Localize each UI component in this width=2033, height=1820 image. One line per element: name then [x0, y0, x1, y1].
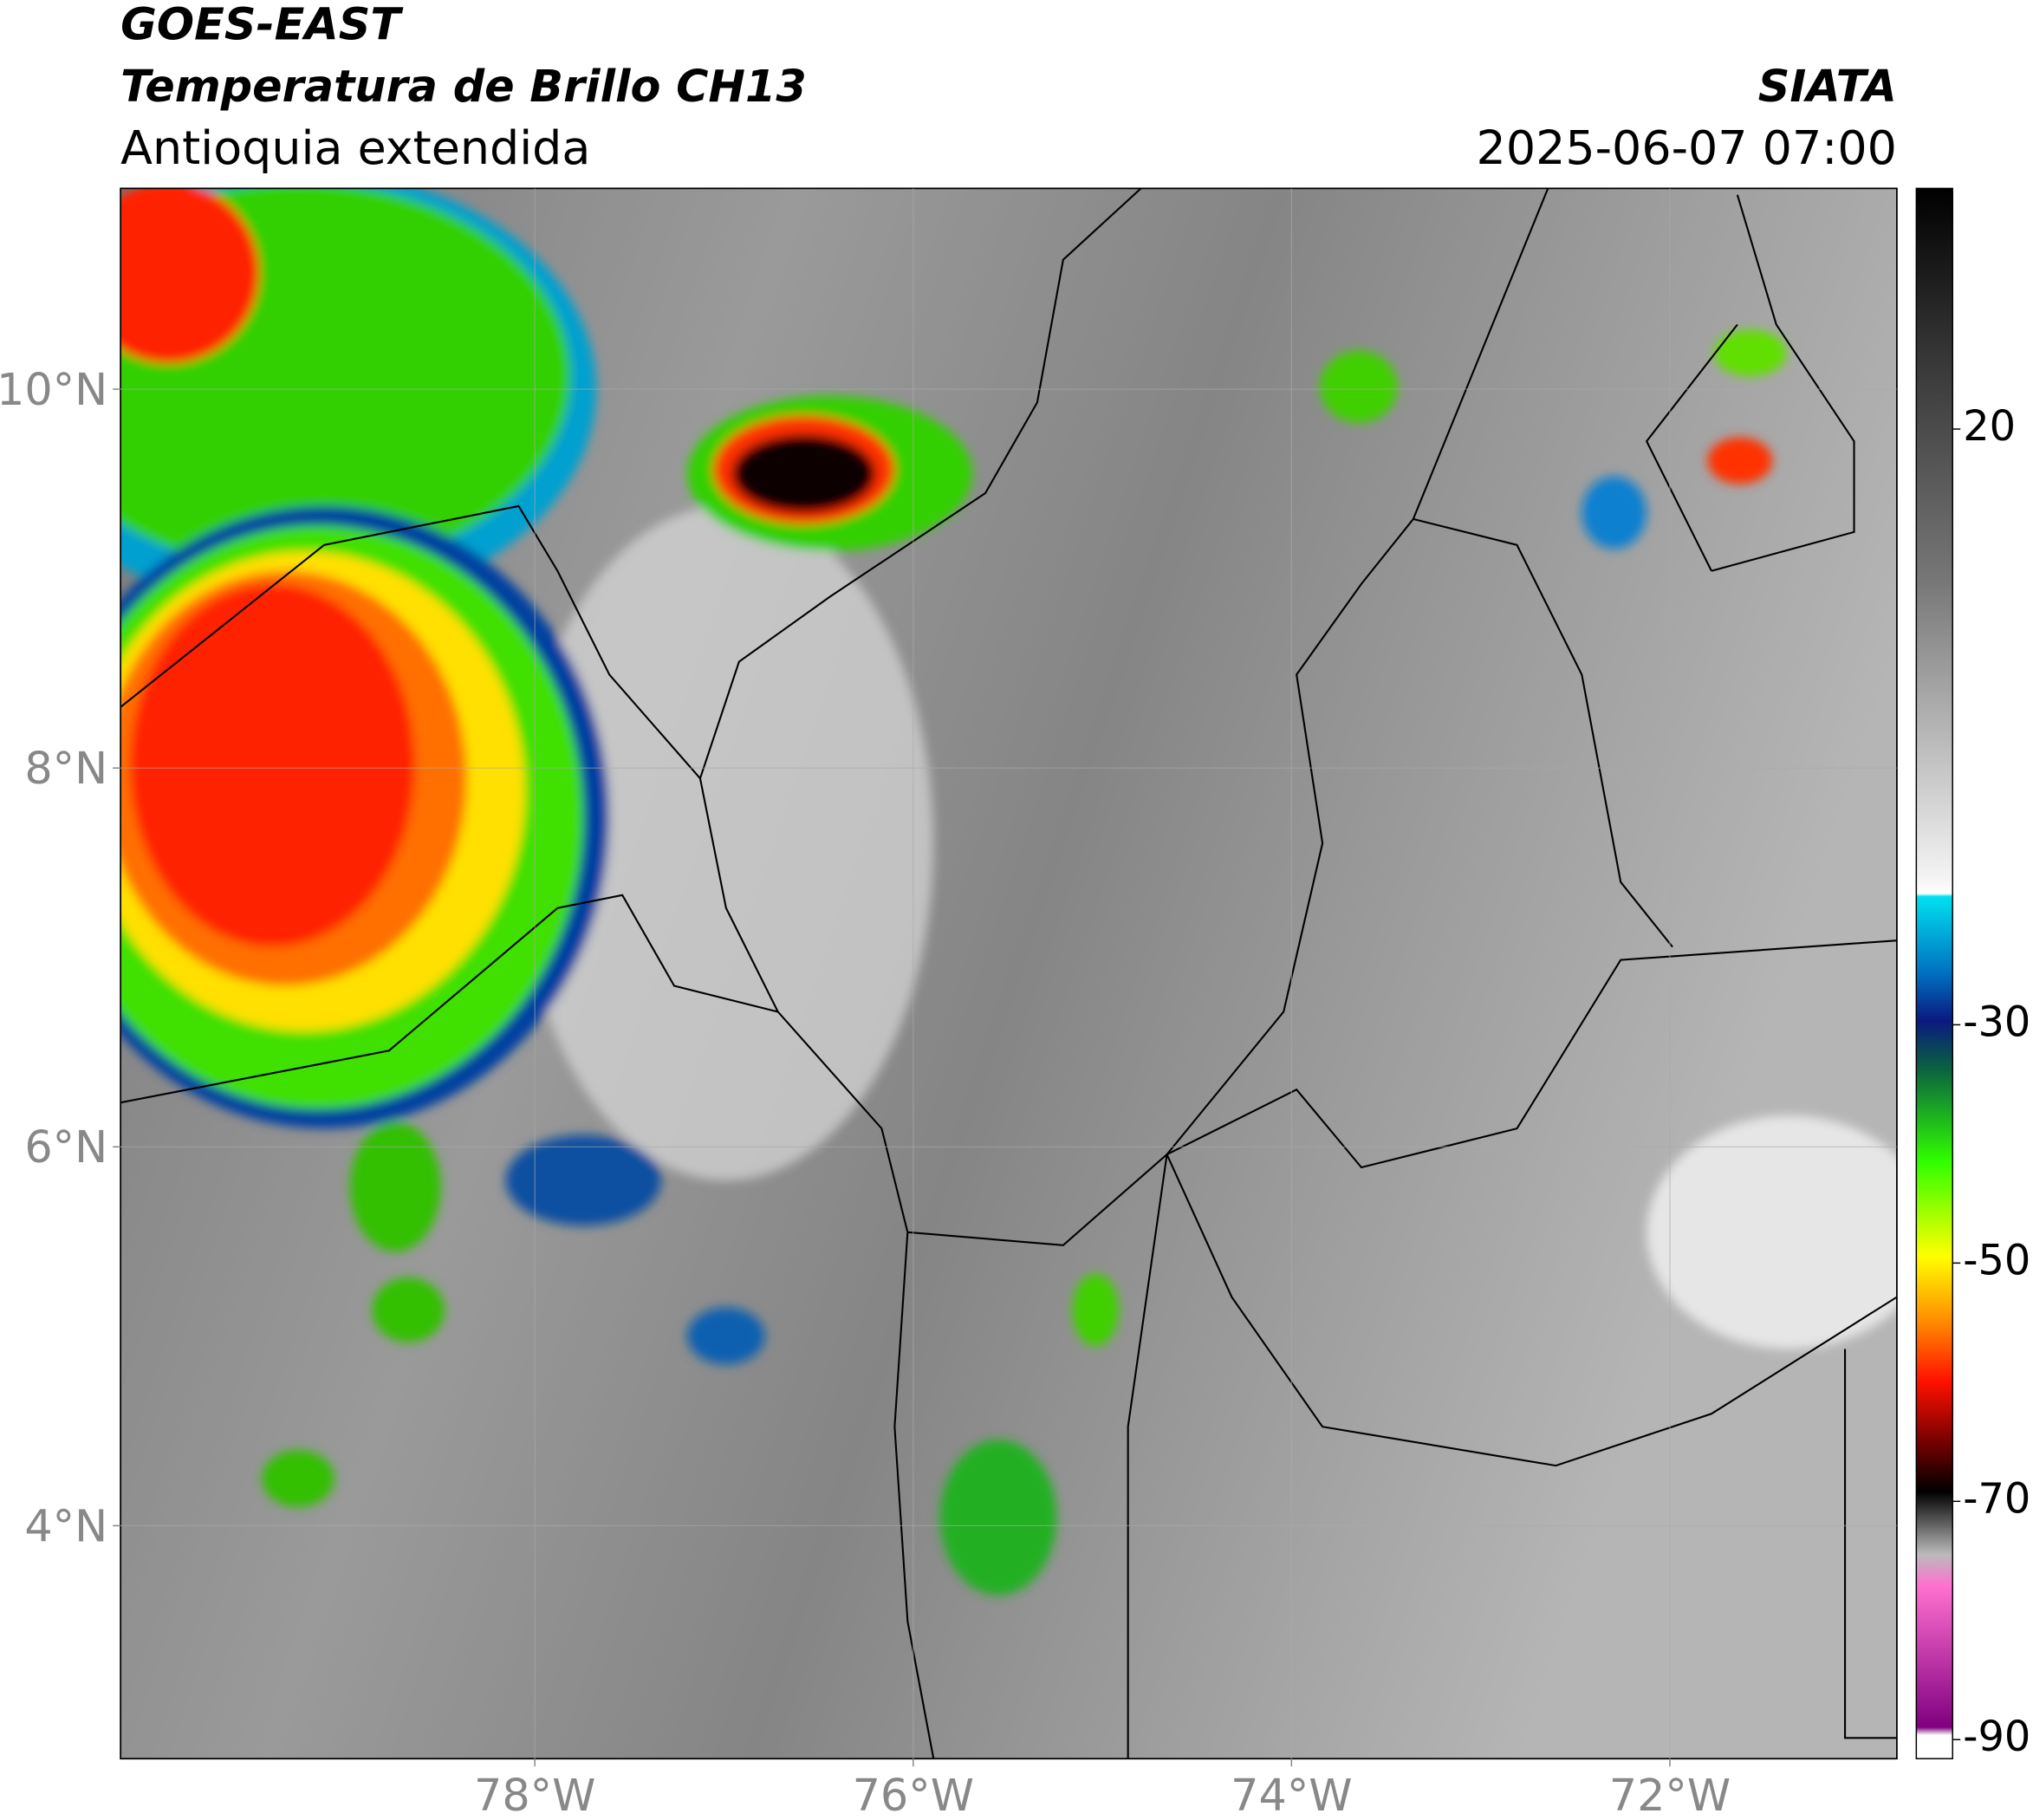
y-tick-label: 8°N: [24, 743, 107, 794]
colorbar-tick-label: -90: [1963, 1713, 2030, 1761]
colorbar-tick-label: -50: [1963, 1237, 2030, 1284]
source: SIATA: [1758, 61, 1897, 112]
colorbar-tick-label: -70: [1963, 1475, 2030, 1523]
title: GOES-EAST: [120, 0, 404, 49]
y-tick-label: 6°N: [24, 1121, 107, 1173]
imagery: [120, 188, 1897, 1759]
x-tick-label: 74°W: [1231, 1770, 1352, 1820]
x-tick-label: 76°W: [853, 1770, 974, 1820]
y-tick-label: 10°N: [0, 364, 107, 415]
colorbar-tick-label: -30: [1963, 998, 2030, 1046]
region: Antioquia extendida: [120, 120, 590, 175]
x-tick-label: 72°W: [1609, 1770, 1731, 1820]
colorbar-tick-label: 20: [1963, 403, 2016, 451]
subtitle: Temperatura de Brillo CH13: [120, 61, 807, 112]
x-tick-label: 78°W: [474, 1770, 595, 1820]
datetime: 2025-06-07 07:00: [1477, 120, 1897, 175]
y-tick-label: 4°N: [24, 1500, 107, 1551]
map-frame: [120, 187, 1898, 1760]
colorbar: [1915, 187, 1953, 1759]
